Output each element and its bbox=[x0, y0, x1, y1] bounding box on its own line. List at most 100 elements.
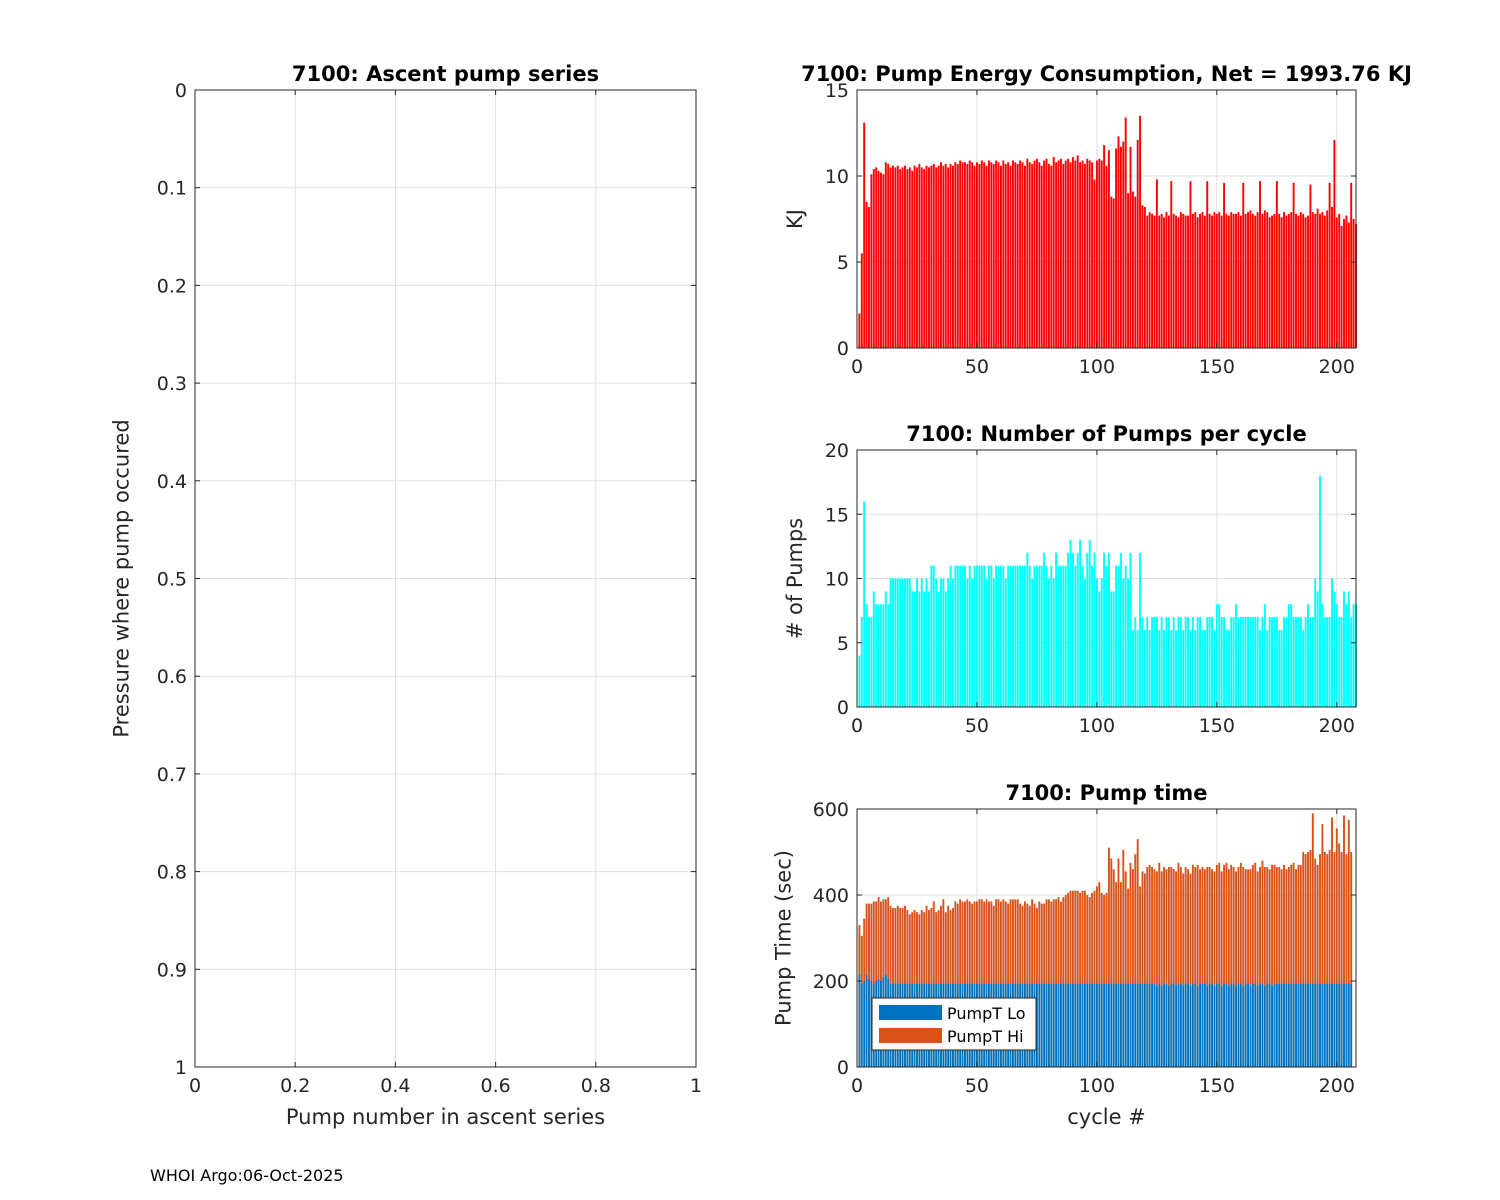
bar-136 bbox=[1182, 629, 1185, 707]
bar-110 bbox=[1119, 146, 1122, 348]
bar-pumpt-lo-144 bbox=[1201, 983, 1204, 1067]
x-tick-label: 150 bbox=[1199, 715, 1235, 737]
bar-93 bbox=[1079, 539, 1082, 707]
chart-ascent: 0 0.2 0.4 0.6 0.8 100.10.20.30.40.50.60.70.80… bbox=[110, 62, 703, 1129]
bar-185 bbox=[1299, 212, 1302, 348]
bar-pumpt-lo-1 bbox=[858, 974, 861, 1067]
bar-pumpt-hi-150 bbox=[1215, 864, 1218, 984]
bar-158 bbox=[1235, 213, 1238, 348]
bar-87 bbox=[1064, 565, 1067, 707]
bar-152 bbox=[1220, 215, 1223, 348]
bar-64 bbox=[1009, 165, 1012, 348]
bar-65 bbox=[1011, 160, 1014, 348]
y-tick-label: 5 bbox=[837, 633, 849, 655]
bar-pumpt-hi-68 bbox=[1019, 903, 1022, 984]
bar-35 bbox=[940, 578, 942, 707]
bar-120 bbox=[1143, 629, 1146, 707]
bar-pumpt-hi-152 bbox=[1220, 871, 1223, 986]
bar-36 bbox=[942, 578, 945, 707]
bar-157 bbox=[1232, 617, 1235, 707]
bar-62 bbox=[1004, 163, 1007, 348]
bar-67 bbox=[1016, 565, 1019, 707]
bar-pumpt-hi-118 bbox=[1139, 886, 1142, 984]
bar-48 bbox=[971, 162, 974, 348]
bar-13 bbox=[887, 163, 890, 348]
bar-2 bbox=[860, 253, 863, 348]
bar-pumpt-hi-104 bbox=[1105, 892, 1108, 984]
bar-pumpt-lo-158 bbox=[1235, 985, 1238, 1067]
bar-pumpt-lo-81 bbox=[1050, 983, 1053, 1067]
bar-pumpt-hi-23 bbox=[911, 912, 914, 984]
bar-pumpt-hi-139 bbox=[1189, 873, 1192, 986]
bar-151 bbox=[1218, 604, 1221, 707]
bar-98 bbox=[1091, 565, 1094, 707]
bar-173 bbox=[1271, 617, 1273, 707]
bar-145 bbox=[1203, 215, 1206, 348]
bar-pumpt-hi-160 bbox=[1239, 862, 1242, 984]
bar-pumpt-hi-133 bbox=[1175, 871, 1178, 986]
bar-205 bbox=[1347, 591, 1350, 707]
bar-23 bbox=[911, 170, 914, 348]
bar-pumpt-hi-145 bbox=[1203, 869, 1206, 984]
bar-26 bbox=[918, 591, 921, 707]
bar-pumpt-hi-188 bbox=[1307, 852, 1309, 984]
y-tick-label: 15 bbox=[825, 80, 849, 102]
bar-pumpt-lo-142 bbox=[1196, 985, 1199, 1067]
bar-pumpt-hi-60 bbox=[999, 901, 1002, 984]
bar-pumpt-hi-181 bbox=[1290, 864, 1293, 984]
bar-pumpt-lo-137 bbox=[1184, 983, 1187, 1067]
bar-53 bbox=[983, 162, 986, 348]
bar-pumpt-lo-139 bbox=[1189, 985, 1192, 1067]
x-tick-label: 200 bbox=[1319, 356, 1355, 378]
bar-164 bbox=[1249, 617, 1252, 707]
bar-168 bbox=[1259, 629, 1261, 707]
bar-78 bbox=[1043, 160, 1046, 348]
y-tick-label: 0 bbox=[175, 80, 187, 102]
bar-199 bbox=[1333, 139, 1336, 348]
bar-53 bbox=[983, 565, 986, 707]
bar-pumpt-lo-141 bbox=[1194, 983, 1197, 1067]
y-tick-label: 0.2 bbox=[157, 275, 187, 297]
bar-96 bbox=[1086, 552, 1089, 707]
y-tick-label: 400 bbox=[813, 885, 849, 907]
bar-185 bbox=[1299, 617, 1302, 707]
bar-pumpt-hi-197 bbox=[1328, 849, 1331, 984]
x-tick-label: 200 bbox=[1319, 1075, 1355, 1097]
bar-165 bbox=[1251, 617, 1254, 707]
bar-23 bbox=[911, 591, 914, 707]
bar-194 bbox=[1321, 604, 1324, 707]
bar-8 bbox=[875, 604, 878, 707]
bar-pumpt-hi-13 bbox=[887, 897, 890, 979]
bar-119 bbox=[1141, 205, 1144, 348]
bar-157 bbox=[1232, 213, 1235, 348]
bar-128 bbox=[1163, 217, 1166, 348]
bar-pumpt-hi-49 bbox=[973, 901, 976, 984]
x-tick-label: 50 bbox=[965, 356, 989, 378]
bar-29 bbox=[925, 578, 928, 707]
bar-43 bbox=[959, 160, 962, 348]
bar-124 bbox=[1153, 215, 1156, 348]
bar-170 bbox=[1263, 604, 1266, 707]
bar-126 bbox=[1158, 629, 1161, 707]
y-tick-label: 5 bbox=[837, 252, 849, 274]
bar-171 bbox=[1266, 212, 1269, 348]
bar-79 bbox=[1045, 565, 1048, 707]
bar-pumpt-lo-180 bbox=[1287, 983, 1290, 1067]
bar-pumpt-lo-6 bbox=[870, 981, 873, 1067]
bar-pumpt-hi-42 bbox=[956, 903, 959, 984]
bar-pumpt-hi-185 bbox=[1299, 864, 1302, 984]
bar-pumpt-lo-190 bbox=[1311, 983, 1314, 1067]
bar-pumpt-lo-157 bbox=[1232, 983, 1235, 1067]
bar-142 bbox=[1196, 217, 1199, 348]
bar-149 bbox=[1213, 629, 1216, 707]
bar-pumpt-lo-199 bbox=[1333, 983, 1336, 1067]
y-tick-label: 0.6 bbox=[157, 666, 187, 688]
bar-49 bbox=[973, 565, 976, 707]
bar-155 bbox=[1227, 215, 1230, 348]
bar-171 bbox=[1266, 629, 1269, 707]
bar-4 bbox=[865, 604, 868, 707]
bar-pumpt-hi-189 bbox=[1309, 849, 1312, 984]
x-tick-label: 100 bbox=[1079, 356, 1115, 378]
bar-pumpt-hi-66 bbox=[1014, 899, 1017, 984]
bar-pumpt-hi-136 bbox=[1182, 873, 1185, 986]
